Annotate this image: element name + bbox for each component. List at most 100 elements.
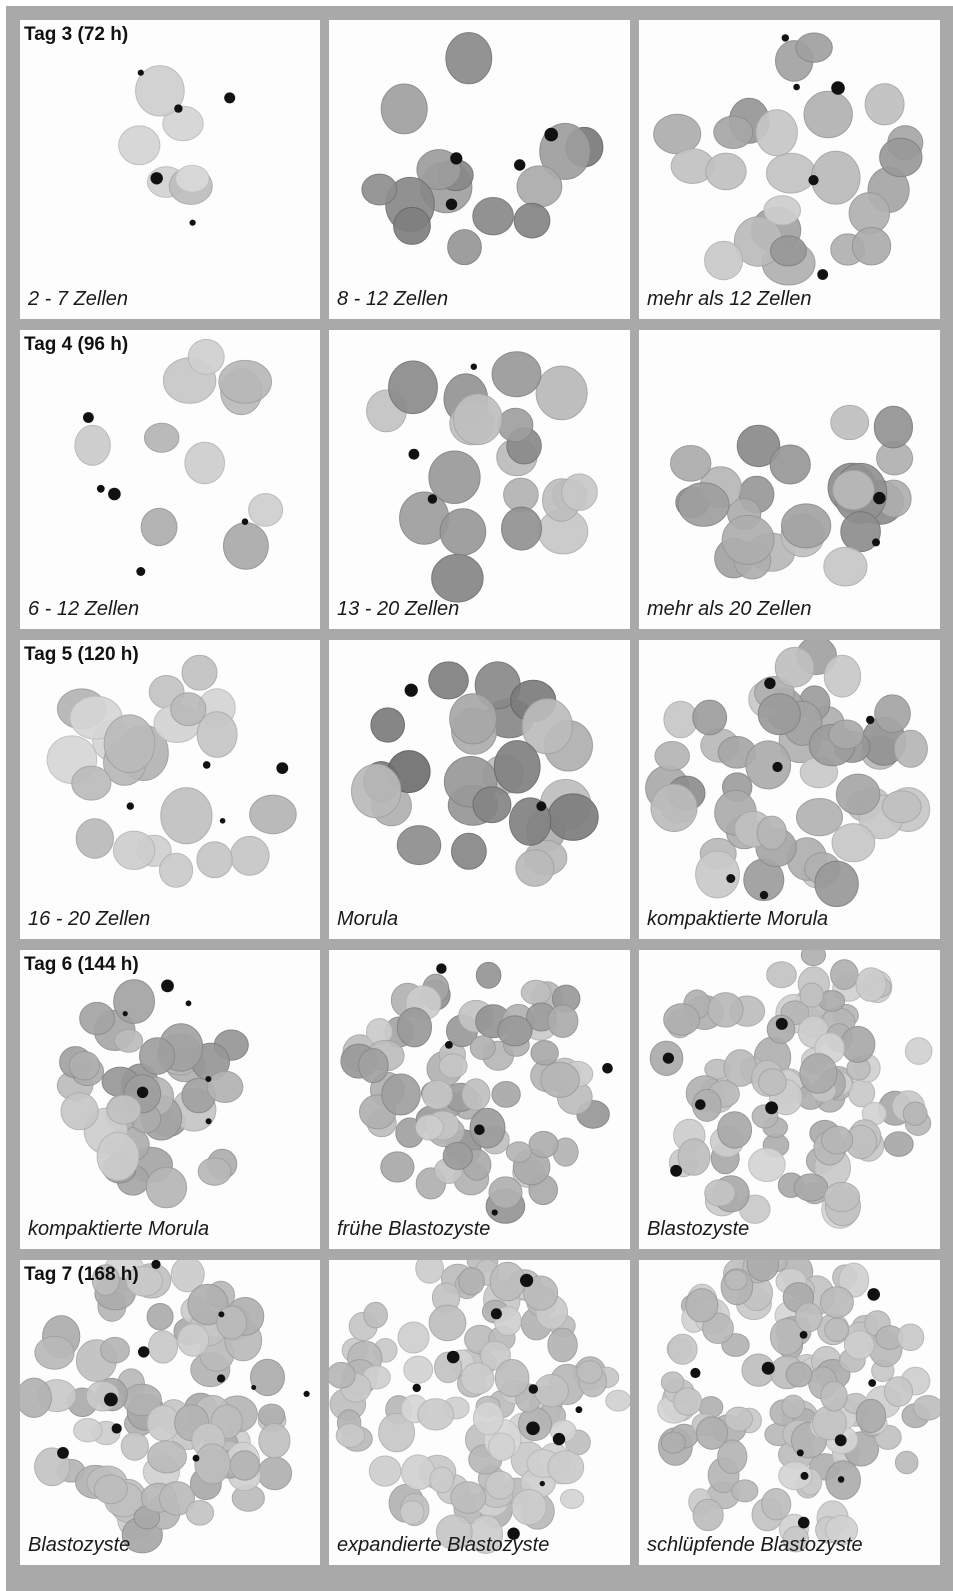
- embryo-cell-nucleus: [469, 1035, 496, 1060]
- embryo-cell-nucleus: [445, 32, 493, 85]
- condensed-chromatin-spot: [764, 677, 776, 689]
- embryo-cell-nucleus: [469, 1107, 506, 1149]
- micrograph-panel: Tag 7 (168 h) Blastozyste: [20, 1260, 320, 1565]
- panel-caption: 16 - 20 Zellen: [28, 908, 151, 930]
- embryo-cell-nucleus: [472, 786, 512, 824]
- condensed-chromatin-spot: [514, 159, 526, 171]
- embryo-cell-nucleus: [824, 1317, 849, 1342]
- embryo-cell-nucleus: [823, 654, 862, 698]
- embryo-cell-nucleus: [399, 1500, 425, 1525]
- embryo-cell-nucleus: [96, 1131, 140, 1181]
- condensed-chromatin-spot: [662, 1052, 674, 1064]
- embryo-cell-nucleus: [763, 195, 801, 226]
- condensed-chromatin-spot: [450, 152, 463, 165]
- micrograph-panel: Tag 5 (120 h) 16 - 20 Zellen: [20, 640, 320, 939]
- panel-caption: 8 - 12 Zellen: [337, 288, 449, 310]
- condensed-chromatin-spot: [491, 1209, 498, 1216]
- condensed-chromatin-spot: [161, 979, 174, 993]
- embryo-cell-nucleus: [660, 1431, 686, 1454]
- embryo-cell-nucleus: [494, 1359, 530, 1398]
- embryo-cell-nucleus: [397, 1321, 430, 1354]
- panel-caption: kompaktierte Morula: [28, 1218, 210, 1240]
- embryo-cell-nucleus: [450, 832, 487, 870]
- condensed-chromatin-spot: [104, 1392, 118, 1407]
- embryo-cell-nucleus: [503, 477, 539, 513]
- embryo-cell-nucleus: [177, 1323, 210, 1357]
- micrograph-panel: Tag 6 (144 h) kompaktierte Morula: [20, 950, 320, 1249]
- embryo-cell-nucleus: [835, 773, 881, 816]
- embryo-cell-nucleus: [873, 405, 913, 449]
- micrograph-image: [653, 32, 924, 286]
- embryo-cell-nucleus: [692, 1088, 722, 1122]
- embryo-cell-nucleus: [461, 1078, 491, 1111]
- embryo-cell-nucleus: [100, 1336, 130, 1364]
- condensed-chromatin-spot: [192, 1454, 200, 1462]
- embryo-staging-figure: Tag 3 (72 h) 2 - 7 Zellen 8 - 12 Zellen meh…: [6, 6, 953, 1591]
- condensed-chromatin-spot: [528, 1384, 538, 1394]
- condensed-chromatin-spot: [761, 1361, 775, 1375]
- embryo-cell-nucleus: [560, 1488, 585, 1509]
- embryo-cell-nucleus: [769, 444, 811, 485]
- embryo-cell-nucleus: [576, 1360, 603, 1384]
- micrograph-panel: kompaktierte Morula: [639, 640, 940, 939]
- embryo-cell-nucleus: [162, 105, 204, 142]
- embryo-cell-nucleus: [902, 1101, 928, 1126]
- embryo-cell-nucleus: [605, 1389, 630, 1412]
- embryo-cell-nucleus: [497, 1015, 533, 1047]
- embryo-cell-nucleus: [361, 173, 398, 206]
- embryo-cell-nucleus: [147, 1440, 187, 1474]
- embryo-cell-nucleus: [864, 83, 905, 126]
- embryo-cell-nucleus: [491, 351, 542, 398]
- embryo-cell-nucleus: [704, 240, 744, 281]
- condensed-chromatin-spot: [436, 963, 447, 974]
- embryo-cell-nucleus: [250, 1358, 285, 1397]
- condensed-chromatin-spot: [136, 1086, 149, 1098]
- condensed-chromatin-spot: [151, 1260, 161, 1269]
- condensed-chromatin-spot: [507, 1527, 520, 1540]
- panel-caption: Blastozyste: [28, 1534, 131, 1556]
- condensed-chromatin-spot: [793, 83, 800, 91]
- embryo-cell-nucleus: [774, 646, 815, 688]
- condensed-chromatin-spot: [412, 1383, 421, 1393]
- embryo-cell-nucleus: [351, 763, 402, 819]
- embryo-cell-nucleus: [416, 149, 462, 191]
- embryo-cell-nucleus: [485, 1470, 515, 1500]
- embryo-cell-nucleus: [692, 1498, 724, 1532]
- embryo-cell-nucleus: [830, 959, 859, 990]
- embryo-cell-nucleus: [800, 950, 826, 967]
- embryo-cell-nucleus: [79, 1001, 115, 1036]
- embryo-cell-nucleus: [705, 152, 747, 191]
- embryo-cell-nucleus: [654, 741, 690, 771]
- embryo-cell-nucleus: [185, 1500, 215, 1526]
- embryo-cell-nucleus: [103, 714, 156, 773]
- embryo-cell-nucleus: [106, 1094, 142, 1125]
- embryo-cell-nucleus: [428, 661, 469, 700]
- condensed-chromatin-spot: [868, 1379, 877, 1387]
- condensed-chromatin-spot: [781, 34, 789, 42]
- embryo-cell-nucleus: [855, 967, 887, 1002]
- embryo-cell-nucleus: [731, 1479, 759, 1503]
- embryo-cell-nucleus: [488, 1176, 523, 1209]
- embryo-cell-nucleus: [159, 1481, 195, 1516]
- embryo-cell-nucleus: [511, 1489, 547, 1526]
- day-label: Tag 7 (168 h): [24, 1264, 139, 1285]
- embryo-cell-nucleus: [449, 693, 498, 745]
- micrograph-panel: Tag 3 (72 h) 2 - 7 Zellen: [20, 20, 320, 319]
- embryo-cell-nucleus: [879, 137, 923, 178]
- condensed-chromatin-spot: [111, 1423, 122, 1434]
- embryo-cell-nucleus: [393, 206, 431, 245]
- condensed-chromatin-spot: [690, 1367, 701, 1379]
- embryo-cell-nucleus: [677, 482, 730, 527]
- embryo-cell-nucleus: [547, 1450, 585, 1485]
- micrograph-image: [46, 654, 297, 888]
- embryo-cell-nucleus: [491, 1081, 521, 1108]
- day-label: Tag 5 (120 h): [24, 644, 139, 665]
- embryo-cell-nucleus: [160, 787, 213, 845]
- embryo-cell-nucleus: [488, 1432, 516, 1462]
- micrograph-image: [649, 950, 933, 1229]
- embryo-cell-nucleus: [851, 226, 892, 266]
- embryo-cell-nucleus: [756, 815, 788, 851]
- embryo-cell-nucleus: [530, 1040, 559, 1066]
- embryo-cell-nucleus: [159, 852, 194, 888]
- embryo-cell-nucleus: [378, 1412, 416, 1453]
